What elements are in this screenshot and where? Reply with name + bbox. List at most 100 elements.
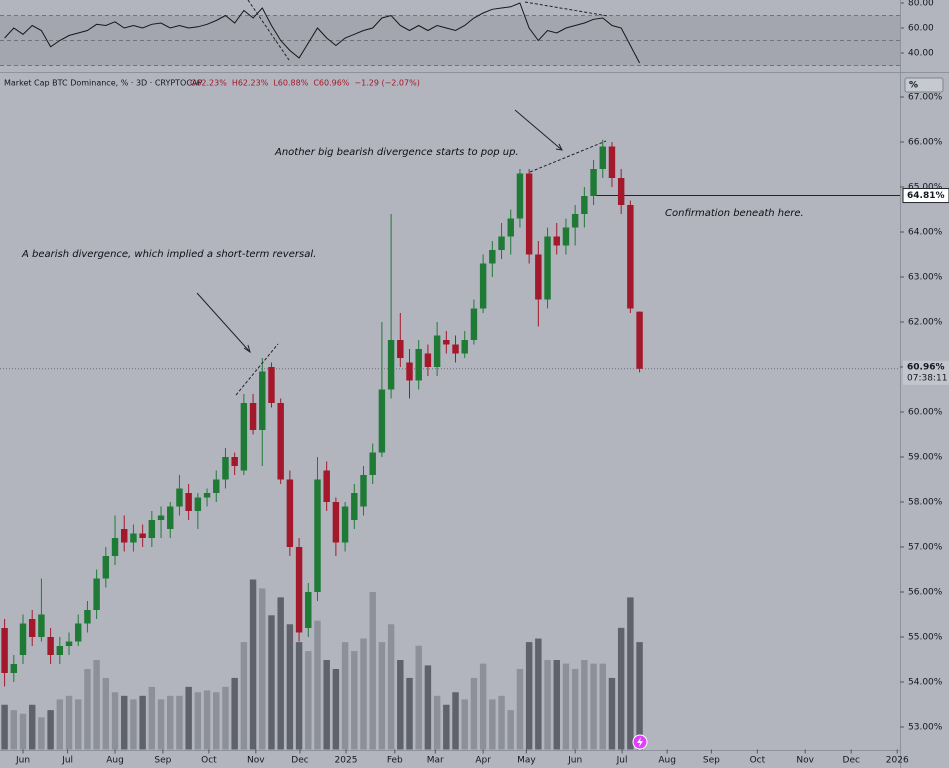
volume-bar xyxy=(617,627,625,750)
candle-body xyxy=(157,515,165,520)
quote: O62.23% H62.23% L60.88% C60.96% −1.29 (−2.07… xyxy=(190,79,420,88)
candle-body xyxy=(608,146,616,178)
event-icon-bolt xyxy=(637,737,643,747)
quote-value: O62.23% xyxy=(190,79,227,88)
y-tick-label: 58.00% xyxy=(908,498,943,508)
price-label-box xyxy=(902,188,949,204)
volume-bar xyxy=(562,663,570,750)
volume-bar xyxy=(608,677,616,750)
volume-bar xyxy=(65,695,73,750)
volume-bar xyxy=(176,695,183,750)
candle-body xyxy=(102,556,110,579)
volume-bar xyxy=(213,692,220,750)
volume-bar xyxy=(627,597,634,750)
volume-bar xyxy=(507,710,514,750)
volume-bar xyxy=(286,624,294,750)
volume-bar xyxy=(461,699,468,750)
volume-bar xyxy=(479,663,487,750)
rsi-pane: 80.00 60.00 40.00 xyxy=(0,0,934,66)
quote-value: H62.23% xyxy=(232,79,269,88)
arrow xyxy=(196,292,251,353)
candle-body xyxy=(259,371,266,430)
volume-bar xyxy=(433,695,441,750)
y-tick-label: 55.00% xyxy=(908,633,943,643)
volume-bar xyxy=(470,677,478,750)
volume-bar xyxy=(489,699,496,750)
quote-value: C60.96% xyxy=(313,79,349,88)
price-label-box xyxy=(903,360,949,385)
volume-bar xyxy=(305,651,312,750)
volume-bar xyxy=(387,624,395,750)
candle-body xyxy=(461,340,468,354)
candle-body xyxy=(498,236,505,250)
candle-body xyxy=(47,637,54,655)
candle-body xyxy=(553,236,560,246)
candle-body xyxy=(378,389,386,453)
arrow xyxy=(514,109,563,151)
candle-body xyxy=(452,344,459,354)
volume-bar xyxy=(397,660,404,750)
divergence-line xyxy=(529,140,607,173)
x-tick-label: Nov xyxy=(247,756,265,766)
candle-body xyxy=(479,263,487,309)
volume-bar xyxy=(535,638,542,750)
volume-bar xyxy=(130,699,137,750)
volume-bar xyxy=(443,704,450,750)
candle-body xyxy=(489,250,496,264)
volume-bar xyxy=(314,620,321,750)
volume-bar xyxy=(148,686,156,750)
candle-body xyxy=(351,493,358,520)
candle-body xyxy=(277,403,284,480)
y-tick-label: 60.00% xyxy=(908,408,943,418)
y-tick-label: 67.00% xyxy=(908,93,943,103)
volume-bar xyxy=(498,695,505,750)
candle-body xyxy=(571,214,579,228)
x-tick-label: Mar xyxy=(427,756,444,766)
divergence-line xyxy=(235,343,279,396)
volume-bar xyxy=(240,642,248,750)
candle-body xyxy=(433,335,441,367)
x-tick-label: Oct xyxy=(750,756,766,766)
countdown: 07:38:11 xyxy=(907,373,947,383)
candle-body xyxy=(176,488,183,507)
candle-body xyxy=(424,353,432,367)
unit-button-label[interactable]: % xyxy=(909,81,918,91)
annotation: Another big bearish divergence starts to… xyxy=(274,147,519,158)
x-tick-label: Sep xyxy=(703,756,720,766)
x-tick-label: 2025 xyxy=(335,756,358,766)
candle-body xyxy=(323,470,330,502)
x-tick-label: Jul xyxy=(61,756,73,766)
candle-body xyxy=(185,493,192,511)
candle-body xyxy=(341,506,349,543)
unit-button[interactable] xyxy=(904,77,944,93)
candle-body xyxy=(1,628,8,673)
candle-body xyxy=(360,475,367,507)
y-tick-label: 54.00% xyxy=(908,678,943,688)
volume-bar xyxy=(19,713,27,750)
y-tick-label: 66.00% xyxy=(908,138,943,148)
volume-bar xyxy=(121,695,128,750)
candle-body xyxy=(28,619,36,637)
candle-body xyxy=(111,538,119,556)
candle-body xyxy=(231,457,238,466)
candle-body xyxy=(121,529,128,543)
x-tick-label: Nov xyxy=(796,756,814,766)
main-pane: 53.00% 54.00% 55.00% 56.00% 57.00% 58.00% 59.0… xyxy=(0,93,949,766)
y-tick-label: 63.00% xyxy=(908,273,943,283)
x-tick-label: Jun xyxy=(567,756,582,766)
annotation: A bearish divergence, which implied a sh… xyxy=(21,249,316,260)
volume-bar xyxy=(415,645,422,750)
candle-body xyxy=(213,479,220,493)
candle-body xyxy=(167,506,174,529)
volume-bar xyxy=(10,710,18,750)
volume-bar xyxy=(590,663,597,750)
candle-body xyxy=(415,349,422,381)
x-tick-label: Dec xyxy=(291,756,308,766)
candle-body xyxy=(599,146,606,169)
x-tick-label: Aug xyxy=(658,756,676,766)
volume-bar xyxy=(581,660,588,750)
volume-bar xyxy=(167,695,174,750)
candle-body xyxy=(535,254,542,300)
volume-bar xyxy=(378,642,386,750)
